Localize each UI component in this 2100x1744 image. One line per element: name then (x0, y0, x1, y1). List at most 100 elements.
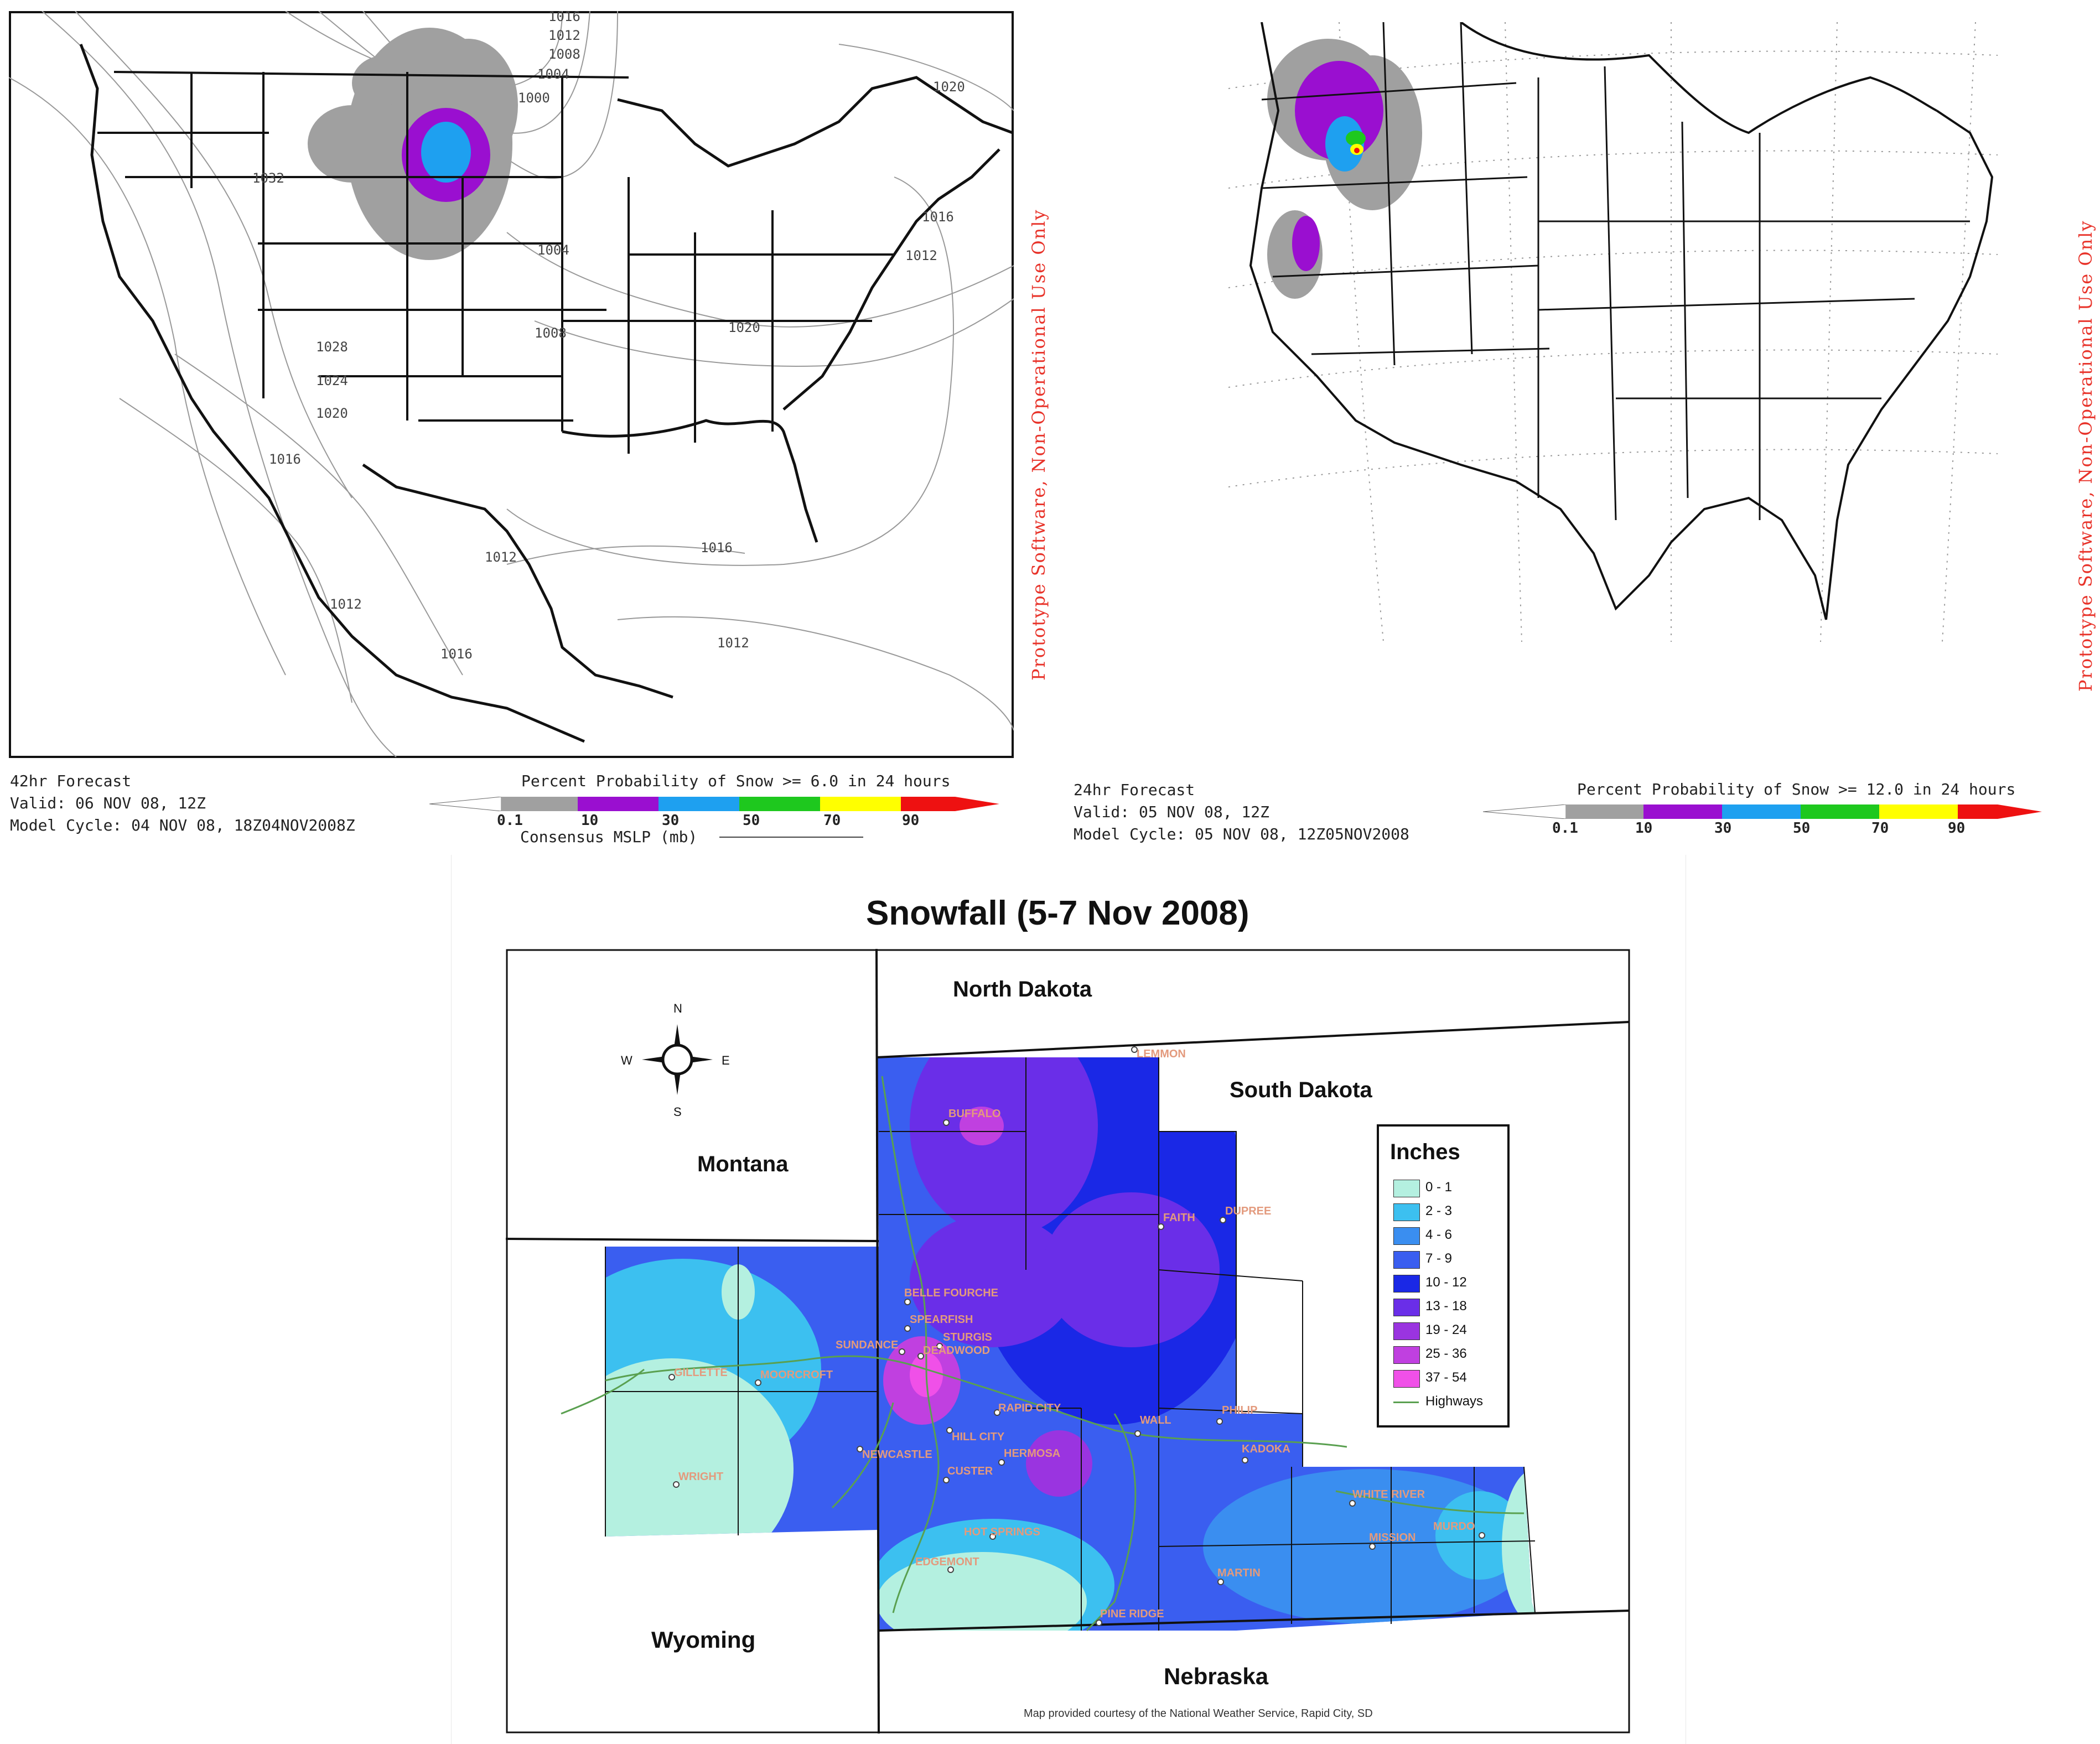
legend-tick: 50 (1793, 820, 1811, 837)
compass-north: N (673, 1001, 682, 1015)
forecast-hours: 24hr Forecast (1074, 781, 1195, 799)
valid-time: Valid: 05 NOV 08, 12Z (1074, 803, 1270, 821)
highway-line-sample (1393, 1402, 1419, 1403)
legend-tick: 0.1 (497, 812, 523, 829)
city-label: PHILIP (1222, 1404, 1257, 1416)
watermark-text: Prototype Software, Non-Operational Use … (1028, 209, 1049, 681)
color-swatch-blue (1722, 804, 1801, 819)
state-label-north-dakota: North Dakota (953, 977, 1092, 1001)
forecast-hours: 42hr Forecast (10, 772, 132, 790)
watermark-text: Prototype Software, Non-Operational Use … (2075, 220, 2096, 692)
state-borders (1261, 22, 1970, 521)
legend-swatch (1393, 1180, 1420, 1197)
city-label: MURDO (1433, 1520, 1475, 1533)
legend-tick: 50 (743, 812, 760, 829)
valid-time: Valid: 06 NOV 08, 12Z (10, 794, 206, 812)
city-label: WHITE RIVER (1352, 1488, 1425, 1501)
legend-tick: 30 (1714, 820, 1732, 837)
legend-swatch (1393, 1322, 1420, 1340)
isobar-label: 1004 (537, 66, 569, 82)
legend-tick: 90 (902, 812, 920, 829)
snowfall-title: Snowfall (5-7 Nov 2008) (866, 894, 1249, 932)
legend-label: 10 - 12 (1425, 1275, 1467, 1290)
city-label: KADOKA (1242, 1443, 1290, 1455)
snow-probability-area (1267, 39, 1422, 299)
city-markers: LEMMON BUFFALO FAITH DUPREE BELLE FOURCH… (668, 1046, 1485, 1626)
color-swatch-gray (1566, 804, 1643, 819)
compass-rose-icon (642, 1024, 713, 1095)
city-label: PINE RIDGE (1100, 1608, 1164, 1620)
isobar-label: 1020 (933, 79, 965, 95)
forecast-map-42hr: 1016 1012 1008 1004 1000 1020 1032 1016 … (9, 11, 1014, 758)
isobar-label: 1016 (548, 11, 580, 24)
color-swatch-red (901, 797, 955, 811)
city-label: LEMMON (1137, 1048, 1186, 1060)
mslp-label: Consensus MSLP (mb) (520, 828, 698, 846)
city-label: DUPREE (1225, 1205, 1271, 1217)
isobar-label: 1020 (316, 406, 348, 421)
legend-tick: 90 (1948, 820, 1966, 837)
mslp-line-sample (719, 837, 863, 838)
city-label: NEWCASTLE (862, 1449, 932, 1461)
isobar-label: 1024 (316, 373, 348, 388)
city-label: BELLE FOURCHE (904, 1287, 998, 1299)
compass-west: W (621, 1053, 632, 1067)
city-label: SPEARFISH (910, 1314, 973, 1326)
color-swatch-purple (578, 797, 658, 811)
model-cycle: Model Cycle: 04 NOV 08, 18Z04NOV2008Z (10, 816, 355, 834)
legend-title: Percent Probability of Snow >= 12.0 in 2… (1577, 780, 2016, 798)
forecast-info-42hr: 42hr Forecast Valid: 06 NOV 08, 12Z Mode… (10, 770, 355, 837)
probability-colorbar (429, 797, 999, 811)
lat-lon-grid (1228, 22, 1998, 642)
city-label: RAPID CITY (998, 1402, 1061, 1414)
legend-label: 19 - 24 (1425, 1322, 1467, 1337)
isobar-label: 1016 (701, 540, 733, 556)
county-borders (605, 1057, 1536, 1631)
forecast-panel-24hr: Prototype Software, Non-Operational Use … (1051, 0, 2100, 852)
city-label: MOORCROFT (760, 1369, 833, 1381)
state-label-wyoming: Wyoming (651, 1627, 756, 1653)
isobar-label: 1016 (922, 209, 954, 225)
color-swatch-purple (1643, 804, 1722, 819)
legend-tick: 70 (823, 812, 841, 829)
legend-tick: 30 (662, 812, 680, 829)
forecast-panel-42hr: 1016 1012 1008 1004 1000 1020 1032 1016 … (0, 0, 1051, 852)
city-label: WRIGHT (678, 1471, 723, 1483)
city-label: FAITH (1163, 1212, 1195, 1224)
legend-swatch (1393, 1251, 1420, 1269)
legend-swatch (1393, 1203, 1420, 1221)
isobar-label: 1032 (252, 170, 284, 186)
isobar-label: 1012 (548, 28, 580, 43)
color-swatch-green (1801, 804, 1879, 819)
state-borders (506, 949, 1630, 1733)
color-swatch-blue (658, 797, 739, 811)
legend-swatch (1393, 1370, 1420, 1388)
model-cycle: Model Cycle: 05 NOV 08, 12Z05NOV2008 (1074, 825, 1409, 843)
legend-label: 2 - 3 (1425, 1203, 1453, 1218)
state-label-nebraska: Nebraska (1164, 1663, 1269, 1689)
isobar-label: 1016 (440, 646, 473, 662)
city-label: STURGIS (943, 1331, 992, 1343)
highways (561, 1076, 1525, 1632)
isobar-label: 1012 (905, 248, 937, 263)
legend-label: 25 - 36 (1425, 1346, 1467, 1361)
city-label: DEADWOOD (923, 1345, 990, 1357)
city-label: CUSTER (947, 1465, 993, 1477)
isobars (9, 11, 1014, 757)
compass-south: S (673, 1105, 682, 1119)
snowfall-legend: Inches 0 - 1 2 - 3 4 - 6 7 - 9 10 - 12 1… (1377, 1124, 1510, 1428)
legend-label: 37 - 54 (1425, 1370, 1467, 1385)
city-label: WALL (1140, 1414, 1171, 1426)
color-swatch-yellow (820, 797, 901, 811)
color-swatch-red (1958, 804, 1998, 819)
probability-colorbar (1483, 804, 2042, 819)
isobar-label: 1028 (316, 339, 348, 355)
city-label: GILLETTE (674, 1367, 728, 1379)
color-swatch-gray (501, 797, 578, 811)
legend-label: Highways (1425, 1394, 1484, 1409)
color-swatch-green (739, 797, 820, 811)
legend-tick: 10 (1635, 820, 1653, 837)
isobar-label: 1000 (518, 90, 550, 106)
city-label: MISSION (1369, 1532, 1415, 1544)
state-label-montana: Montana (697, 1152, 789, 1176)
